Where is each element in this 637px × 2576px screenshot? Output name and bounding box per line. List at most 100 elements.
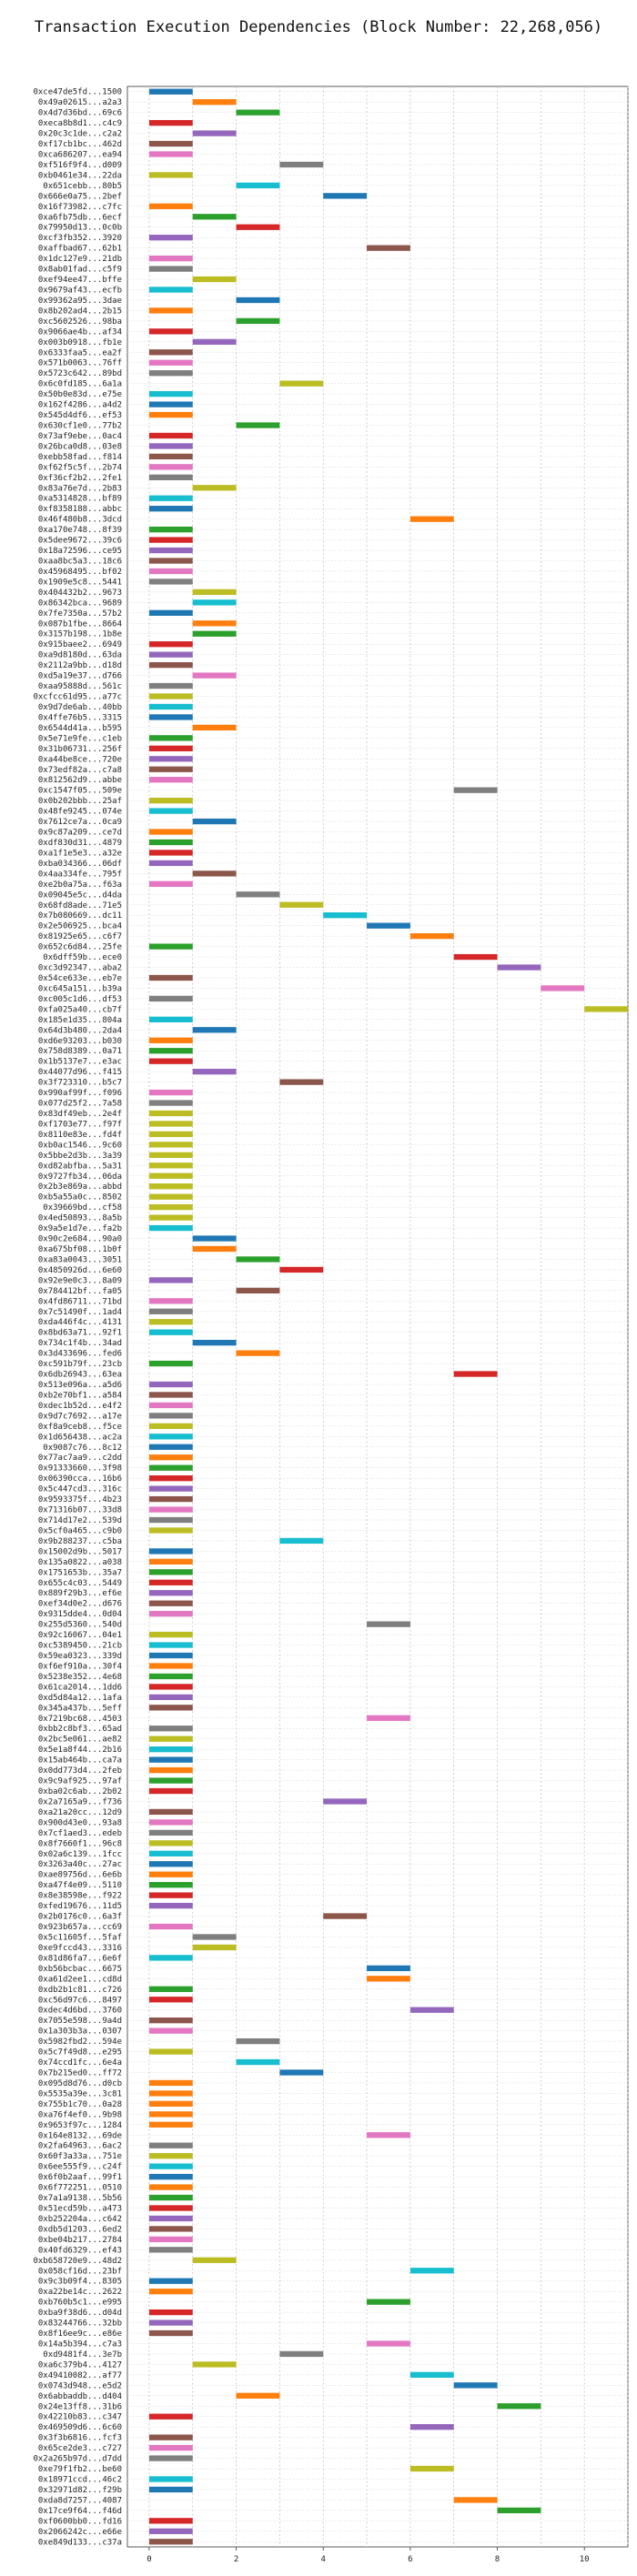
tx-label: 0x68fd8ade...71e5	[38, 901, 122, 911]
tx-bar	[148, 1808, 193, 1816]
x-tick-label: 4	[321, 2555, 326, 2564]
tx-label: 0xa170e748...8f39	[38, 526, 122, 535]
tx-bar	[367, 2340, 410, 2347]
tx-bar	[148, 1569, 193, 1575]
tx-label: 0x7cf1aed3...edeb	[38, 1829, 122, 1838]
tx-label: 0x9c9af925...97af	[38, 1777, 122, 1786]
tx-label: 0x734c1f4b...34ad	[38, 1339, 122, 1348]
tx-label: 0x9d7c7692...a17e	[38, 1412, 122, 1421]
tx-bar	[192, 1934, 237, 1940]
tx-bar	[236, 2058, 280, 2066]
tx-bar	[148, 1840, 193, 1846]
tx-label: 0x915baee2...6949	[38, 640, 122, 649]
tx-label: 0x1d656438...ac2a	[38, 1433, 122, 1442]
tx-bar	[148, 1600, 193, 1606]
tx-label: 0x7a1a9138...5b56	[38, 2194, 122, 2203]
tx-bar	[323, 193, 368, 199]
tx-label: 0x0dd773d4...2feb	[38, 1766, 122, 1776]
tx-label: 0xce47de5fd...1500	[33, 88, 122, 97]
tx-bar	[192, 620, 237, 627]
tx-bar	[410, 2465, 454, 2472]
tx-label: 0x26bca0d8...03e8	[38, 442, 122, 451]
tx-bar	[148, 1923, 193, 1930]
tx-bar	[148, 2444, 193, 2451]
tx-label: 0xbb2c8bf3...65ad	[38, 1725, 122, 1734]
tx-label: 0x6abbaddb...d404	[38, 2392, 122, 2401]
tx-label: 0x5238e352...4e68	[38, 1673, 122, 1682]
tx-bar	[410, 2007, 454, 2013]
tx-label: 0xaa8bc5a3...18c6	[38, 558, 122, 567]
tx-label: 0x14a5b394...c7a3	[38, 2340, 122, 2349]
tx-label: 0x16f73982...c7fc	[38, 203, 122, 212]
tx-label: 0x5bbe2d3b...3a39	[38, 1152, 122, 1161]
tx-bar	[148, 2194, 193, 2201]
tx-label: 0x79950d13...0c0b	[38, 224, 122, 233]
tx-bar	[236, 109, 280, 116]
tx-label: 0x162f4286...a4d2	[38, 401, 122, 410]
tx-label: 0x02a6c139...1fcc	[38, 1850, 122, 1859]
tx-bar	[148, 641, 193, 648]
tx-label: 0xf0600bb0...fd16	[38, 2517, 122, 2526]
tx-bar	[148, 2486, 193, 2493]
tx-bar	[410, 2424, 454, 2430]
tx-label: 0x18971ccd...46c2	[38, 2475, 122, 2484]
tx-bar	[148, 714, 193, 720]
tx-bar	[279, 2350, 324, 2358]
tx-label: 0x655c4c03...5449	[38, 1579, 122, 1588]
tx-label: 0x48fe9245...074e	[38, 808, 122, 817]
tx-bar	[148, 411, 193, 418]
tx-label: 0xe79f1fb2...be60	[38, 2465, 122, 2474]
tx-bar	[148, 432, 193, 439]
tx-bar	[192, 724, 237, 731]
tx-bar	[148, 1736, 193, 1742]
tx-bar	[148, 568, 193, 575]
tx-label: 0xdf830d31...4879	[38, 839, 122, 848]
tx-bar	[148, 1766, 193, 1774]
tx-bar	[148, 808, 193, 814]
tx-bar	[148, 88, 193, 95]
tx-bar	[148, 1746, 193, 1753]
tx-label: 0xda446f4c...4131	[38, 1318, 122, 1327]
tx-bar	[148, 1892, 193, 1898]
tx-bar	[410, 2268, 454, 2274]
tx-bar	[148, 1527, 193, 1534]
tx-bar	[148, 474, 193, 480]
tx-label: 0x3157b198...1b8e	[38, 630, 122, 639]
tx-bar	[367, 1965, 410, 1972]
tx-label: 0x404432b2...9673	[38, 589, 122, 598]
tx-label: 0xa5314828...bf89	[38, 495, 122, 504]
tx-label: 0xa76f4ef0...9b98	[38, 2110, 122, 2119]
tx-label: 0x5982fbd2...594e	[38, 2038, 122, 2047]
tx-label: 0x2b3e869a...abbd	[38, 1182, 122, 1192]
tx-bar	[148, 1684, 193, 1690]
tx-label: 0x900d43e0...93a8	[38, 1818, 122, 1827]
tx-label: 0x1b5137e7...e3ac	[38, 1058, 122, 1067]
tx-bar	[148, 2090, 193, 2097]
tx-label: 0x5723c642...89bd	[38, 369, 122, 378]
tx-label: 0xaa95888d...561c	[38, 682, 122, 691]
tx-bar	[410, 932, 454, 940]
tx-label: 0x990af99f...f096	[38, 1089, 122, 1098]
tx-bar	[148, 766, 193, 772]
tx-label: 0x5e1a8f44...2b16	[38, 1746, 122, 1755]
tx-label: 0x6544d41a...b595	[38, 724, 122, 733]
tx-label: 0x923b657a...cc69	[38, 1923, 122, 1932]
tx-label: 0x2fa64963...6ac2	[38, 2142, 122, 2151]
tx-label: 0x92e9e0c3...8a09	[38, 1276, 122, 1285]
tx-label: 0x784412bf...fa05	[38, 1287, 122, 1296]
tx-label: 0x9727fb34...06da	[38, 1172, 122, 1182]
tx-label: 0x087b1fbe...8664	[38, 619, 122, 629]
tx-bar	[148, 1183, 193, 1190]
tx-label: 0x91333660...3f98	[38, 1464, 122, 1474]
tx-label: 0xd6e93203...b030	[38, 1037, 122, 1046]
tx-bar	[148, 1475, 193, 1482]
tx-label: 0xc005c1d6...df53	[38, 995, 122, 1004]
tx-bar	[148, 1558, 193, 1565]
tx-label: 0x18a72596...ce95	[38, 547, 122, 556]
tx-bar	[148, 1787, 193, 1795]
tx-bar	[148, 1381, 193, 1388]
tx-bar	[148, 735, 193, 741]
tx-bar	[148, 661, 193, 669]
tx-label: 0x4ed50893...8a5b	[38, 1214, 122, 1223]
tx-bar	[148, 1121, 193, 1127]
